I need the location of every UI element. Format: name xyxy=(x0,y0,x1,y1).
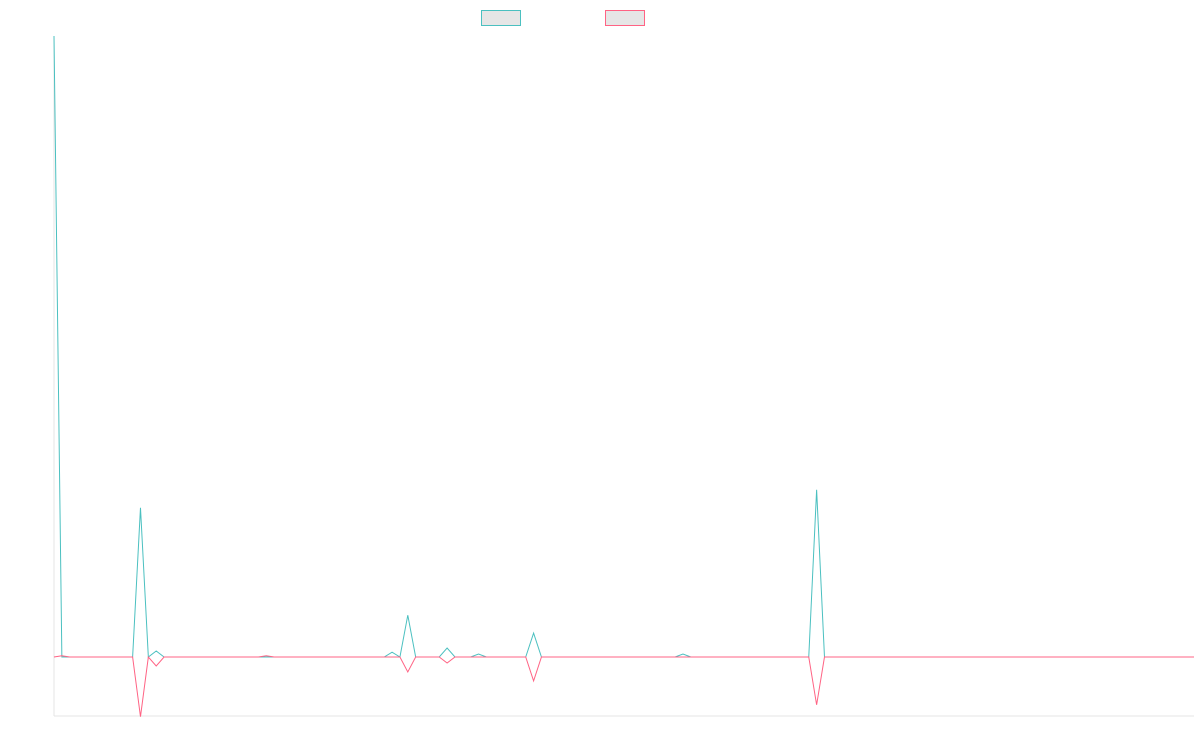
axes xyxy=(53,36,1194,717)
series-line-1 xyxy=(53,35,1194,658)
series-line-2 xyxy=(53,655,1194,717)
legend[interactable] xyxy=(481,10,645,26)
legend-swatch-2[interactable] xyxy=(605,10,645,26)
plot-area xyxy=(53,35,1194,717)
legend-swatch-1[interactable] xyxy=(481,10,521,26)
